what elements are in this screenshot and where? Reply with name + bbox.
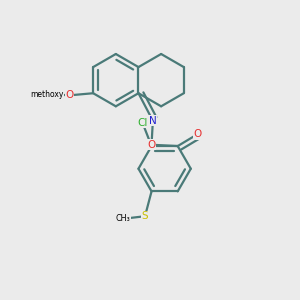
Text: O: O (147, 140, 156, 150)
Text: Cl: Cl (137, 118, 148, 128)
Text: O: O (65, 90, 74, 100)
Text: N: N (149, 116, 157, 126)
Text: S: S (142, 211, 148, 221)
Text: methoxy: methoxy (31, 89, 64, 98)
Text: O: O (193, 129, 201, 139)
Text: CH₃: CH₃ (116, 214, 130, 223)
